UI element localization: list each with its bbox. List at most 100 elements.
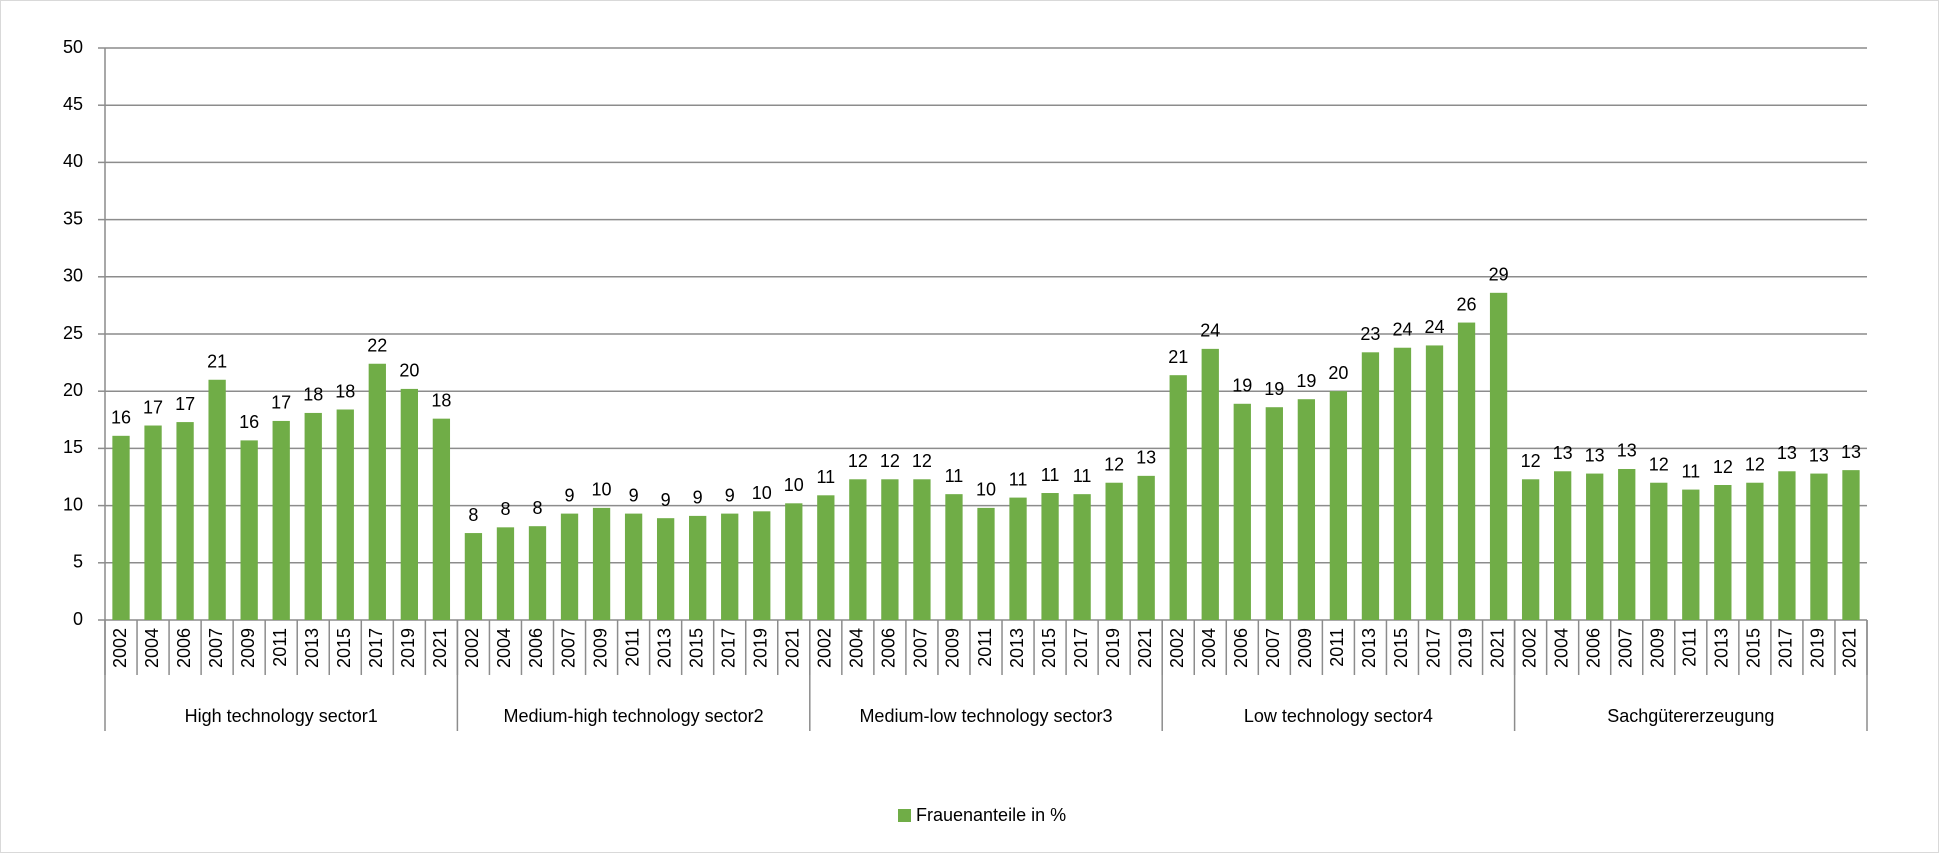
bar bbox=[1650, 482, 1668, 620]
y-tick-label: 10 bbox=[63, 494, 83, 514]
data-label: 9 bbox=[693, 488, 703, 508]
x-tick-label: 2006 bbox=[174, 628, 194, 668]
bar bbox=[1746, 482, 1764, 620]
data-label: 20 bbox=[1328, 363, 1348, 383]
x-tick-label: 2004 bbox=[142, 628, 162, 668]
x-tick-label: 2017 bbox=[1776, 628, 1796, 668]
bar bbox=[1009, 497, 1027, 620]
y-tick-label: 30 bbox=[63, 266, 83, 286]
x-tick-label: 2011 bbox=[975, 628, 995, 667]
bar bbox=[1714, 485, 1732, 620]
bar bbox=[560, 513, 579, 620]
x-tick-label: 2007 bbox=[206, 628, 226, 668]
bar bbox=[400, 388, 418, 620]
data-label: 18 bbox=[335, 381, 355, 401]
bar bbox=[1778, 471, 1796, 620]
bar bbox=[240, 440, 258, 620]
data-label: 17 bbox=[143, 397, 163, 417]
x-tick-label: 2021 bbox=[1840, 628, 1860, 668]
data-label: 17 bbox=[175, 394, 195, 414]
data-label: 19 bbox=[1264, 379, 1284, 399]
bar bbox=[1201, 348, 1219, 620]
x-tick-label: 2004 bbox=[1199, 628, 1219, 668]
legend-swatch bbox=[898, 809, 911, 822]
bar bbox=[432, 418, 451, 620]
x-tick-label: 2009 bbox=[1648, 628, 1668, 668]
bar bbox=[785, 503, 803, 620]
y-tick-label: 45 bbox=[63, 94, 83, 114]
data-label: 16 bbox=[111, 408, 131, 428]
x-tick-label: 2007 bbox=[558, 628, 578, 668]
data-label: 21 bbox=[207, 352, 227, 372]
data-label: 9 bbox=[629, 485, 639, 505]
data-label: 8 bbox=[532, 498, 542, 518]
data-label: 24 bbox=[1424, 317, 1444, 337]
x-tick-label: 2015 bbox=[1744, 628, 1764, 668]
data-label: 12 bbox=[1649, 454, 1669, 474]
bar bbox=[144, 425, 162, 620]
y-tick-label: 35 bbox=[63, 208, 83, 228]
data-label: 11 bbox=[1041, 465, 1060, 485]
data-label: 11 bbox=[816, 467, 835, 487]
data-label: 12 bbox=[848, 451, 868, 471]
data-label: 23 bbox=[1360, 324, 1380, 344]
x-tick-label: 2009 bbox=[943, 628, 963, 668]
bar bbox=[1233, 403, 1251, 620]
bar bbox=[112, 435, 130, 620]
x-tick-label: 2009 bbox=[238, 628, 258, 668]
bar bbox=[1105, 482, 1123, 620]
x-tick-label: 2004 bbox=[494, 628, 514, 668]
data-label: 12 bbox=[1104, 454, 1124, 474]
data-label: 13 bbox=[1809, 445, 1829, 465]
x-tick-label: 2015 bbox=[334, 628, 354, 668]
data-label: 11 bbox=[945, 466, 964, 486]
x-tick-label: 2013 bbox=[654, 628, 674, 668]
data-label: 21 bbox=[1168, 347, 1188, 367]
data-label: 10 bbox=[752, 483, 772, 503]
data-label: 9 bbox=[661, 490, 671, 510]
bar bbox=[1554, 471, 1572, 620]
data-label: 8 bbox=[500, 499, 510, 519]
data-label: 19 bbox=[1296, 371, 1316, 391]
y-tick-label: 20 bbox=[63, 380, 83, 400]
data-label: 13 bbox=[1136, 448, 1156, 468]
data-label: 12 bbox=[1713, 457, 1733, 477]
bar bbox=[1041, 493, 1059, 620]
bar bbox=[1425, 345, 1444, 620]
bar bbox=[817, 495, 835, 620]
x-tick-label: 2002 bbox=[110, 628, 130, 668]
bar bbox=[1842, 470, 1860, 620]
x-tick-label: 2017 bbox=[1071, 628, 1091, 668]
y-tick-label: 40 bbox=[63, 151, 83, 171]
data-label: 22 bbox=[367, 335, 387, 355]
x-tick-label: 2011 bbox=[1327, 628, 1347, 667]
x-tick-label: 2006 bbox=[879, 628, 899, 668]
y-tick-label: 25 bbox=[63, 323, 83, 343]
data-label: 12 bbox=[1745, 454, 1765, 474]
x-tick-label: 2019 bbox=[1103, 628, 1123, 668]
data-label: 9 bbox=[565, 485, 575, 505]
x-tick-label: 2007 bbox=[1615, 628, 1635, 668]
x-tick-label: 2002 bbox=[462, 628, 482, 668]
data-label: 19 bbox=[1232, 376, 1252, 396]
data-label: 8 bbox=[468, 505, 478, 525]
x-tick-label: 2002 bbox=[815, 628, 835, 668]
bar bbox=[528, 526, 547, 620]
x-tick-label: 2002 bbox=[1519, 628, 1539, 668]
bar bbox=[849, 479, 867, 620]
x-tick-label: 2017 bbox=[1423, 628, 1443, 668]
y-tick-label: 15 bbox=[63, 437, 83, 457]
bar bbox=[1169, 375, 1187, 620]
bar bbox=[753, 511, 771, 620]
data-label: 18 bbox=[431, 390, 451, 410]
bar bbox=[336, 409, 354, 620]
bar bbox=[368, 363, 386, 620]
x-tick-label: 2013 bbox=[1007, 628, 1027, 668]
bar bbox=[272, 420, 290, 620]
group-label: Low technology sector4 bbox=[1244, 706, 1433, 726]
data-label: 13 bbox=[1777, 443, 1797, 463]
data-label: 10 bbox=[592, 480, 612, 500]
data-label: 10 bbox=[976, 480, 996, 500]
data-label: 16 bbox=[239, 412, 259, 432]
bar bbox=[1682, 489, 1700, 620]
